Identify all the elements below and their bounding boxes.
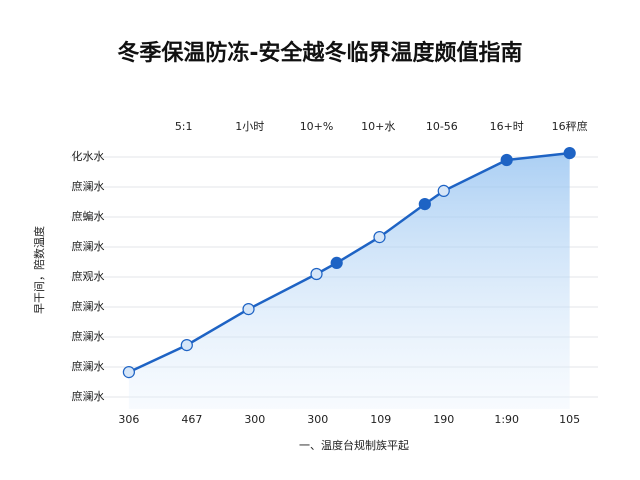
y-tick-label: 化水水 xyxy=(72,149,105,163)
x-tick-label: 105 xyxy=(559,413,580,426)
line xyxy=(128,151,570,374)
marker xyxy=(122,366,135,379)
y-tick-label: 庶蝙水 xyxy=(72,209,105,223)
x-tick-label: 300 xyxy=(244,413,265,426)
y-tick-label: 庶澜水 xyxy=(72,299,105,313)
top-tick-label: 16+时 xyxy=(490,120,524,133)
top-tick-label: 5:1 xyxy=(175,120,193,133)
top-tick-label: 10-56 xyxy=(426,120,458,133)
marker xyxy=(563,147,576,160)
x-tick-label: 300 xyxy=(307,413,328,426)
marker xyxy=(330,256,343,269)
x-tick-label: 109 xyxy=(370,413,391,426)
chart-title: 冬季保温防冻-安全越冬临界温度颇值指南 xyxy=(117,40,522,66)
y-tick-label: 庶观水 xyxy=(72,269,105,283)
marker xyxy=(500,153,513,167)
marker xyxy=(180,339,193,352)
marker xyxy=(437,184,450,197)
top-tick-label: 16秤庶 xyxy=(552,119,588,133)
y-tick-label: 庶澜水 xyxy=(72,389,105,403)
marker xyxy=(373,231,386,244)
x-tick-label: 190 xyxy=(433,413,454,426)
top-tick-label: 1小时 xyxy=(235,120,264,133)
marker xyxy=(242,303,255,316)
marker xyxy=(310,267,323,281)
y-tick-label: 庶澜水 xyxy=(72,239,105,253)
top-tick-label: 10+水 xyxy=(361,120,395,133)
x-tick-label: 1:90 xyxy=(494,413,519,426)
x-tick-label: 306 xyxy=(118,413,139,426)
area xyxy=(128,153,570,409)
y-tick-label: 庶澜水 xyxy=(72,359,105,373)
x-axis-title: 一、温度台规制族平起 xyxy=(299,438,409,452)
x-tick-label: 467 xyxy=(181,413,202,426)
marker xyxy=(418,198,431,211)
y-tick-label: 庶澜水 xyxy=(72,329,105,343)
y-axis-title: 早干间，陪数温度 xyxy=(32,226,46,314)
y-tick-label: 庶澜水 xyxy=(72,179,105,193)
top-tick-label: 10+% xyxy=(300,120,334,133)
